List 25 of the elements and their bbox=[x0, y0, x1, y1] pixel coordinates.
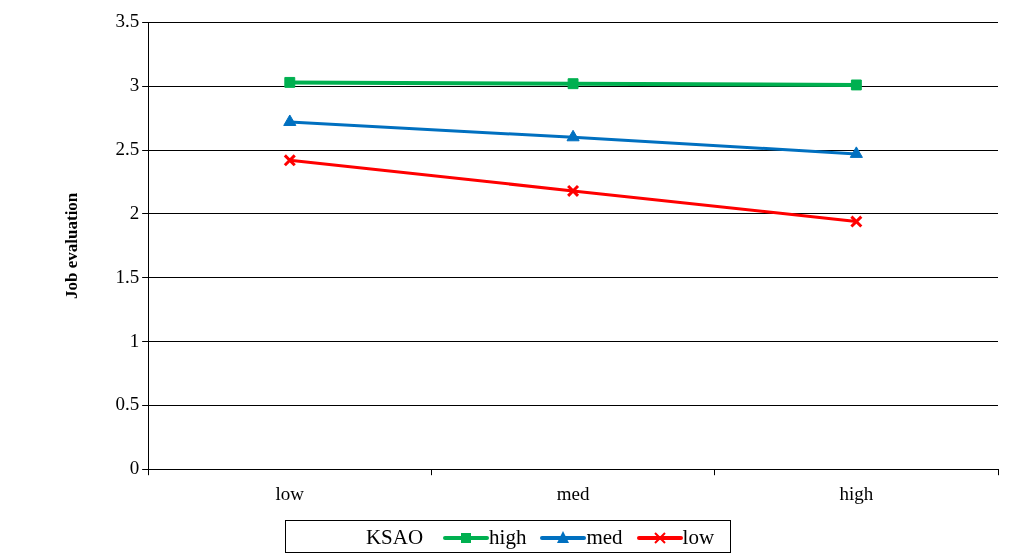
point bbox=[567, 78, 579, 90]
legend-label: med bbox=[586, 525, 623, 550]
y-tick-label: 2.5 bbox=[115, 138, 140, 160]
point bbox=[850, 79, 862, 91]
x-tick-label: high bbox=[839, 482, 874, 504]
point bbox=[283, 153, 297, 167]
y-tick-label: 2 bbox=[129, 201, 140, 223]
y-tick-label: 1 bbox=[129, 329, 140, 351]
y-axis-title: Job evaluation bbox=[61, 192, 81, 299]
legend-label: low bbox=[682, 525, 715, 550]
legend-label: high bbox=[489, 525, 527, 550]
point bbox=[566, 184, 580, 198]
y-tick-label: 0.5 bbox=[115, 393, 140, 415]
point bbox=[283, 114, 297, 126]
y-tick-label: 3.5 bbox=[115, 10, 140, 32]
y-tick-label: 1.5 bbox=[115, 265, 140, 287]
legend-title: KSAO bbox=[365, 525, 424, 550]
point bbox=[849, 215, 863, 228]
point bbox=[849, 146, 863, 158]
point bbox=[566, 129, 580, 142]
x-tick-label: low bbox=[275, 482, 305, 504]
y-tick-label: 3 bbox=[129, 74, 140, 96]
x-tick-label: med bbox=[556, 482, 590, 504]
y-tick-label: 0 bbox=[129, 457, 140, 479]
point bbox=[284, 76, 296, 88]
